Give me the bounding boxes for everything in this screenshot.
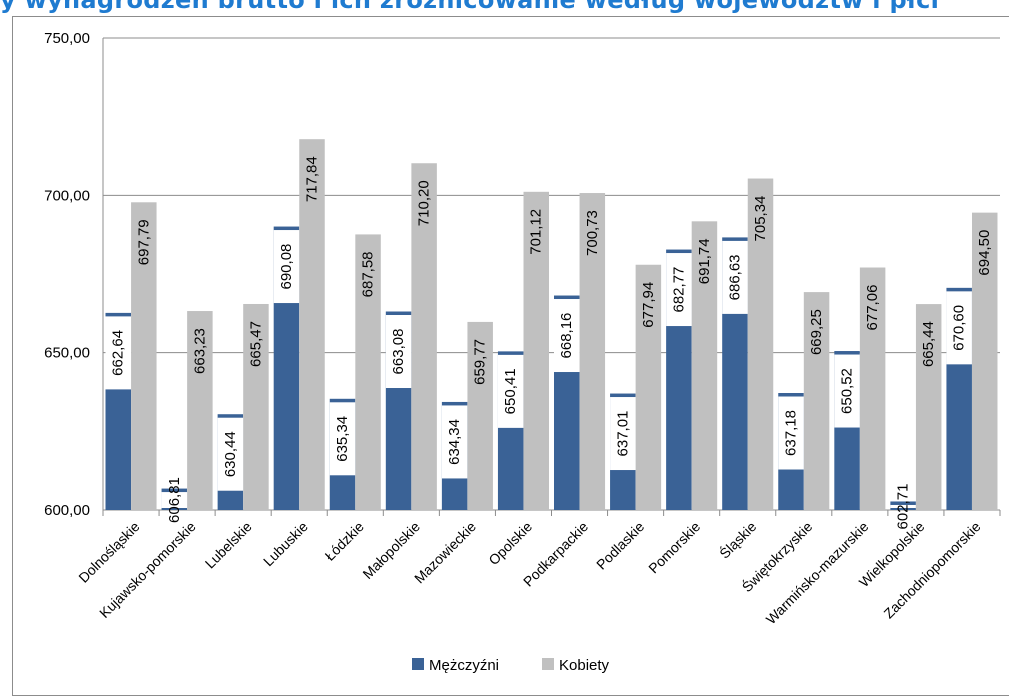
data-label-kobiety: 659,77 (472, 339, 489, 385)
data-label-box (497, 354, 524, 428)
title-strip: y wynagrodzeń brutto i ich zróżnicowanie… (0, 0, 1009, 16)
y-tick-label: 700,00 (44, 187, 90, 204)
legend-swatch-kobiety (542, 658, 554, 670)
category-label: Warmińsko-mazurskie (763, 518, 872, 627)
data-label-kobiety: 687,58 (360, 251, 377, 297)
y-tick-label: 650,00 (44, 345, 90, 362)
data-label-mezczyzni: 662,64 (110, 330, 127, 376)
data-label-kobiety: 665,44 (920, 321, 937, 367)
category-label: Śląskie (715, 517, 759, 561)
data-label-kobiety: 694,50 (976, 230, 993, 276)
y-tick-label: 750,00 (44, 30, 90, 47)
data-label-kobiety: 677,06 (864, 285, 881, 331)
category-label: Łódzkie (321, 518, 367, 564)
bar-kobiety (691, 221, 718, 510)
data-label-box (890, 504, 916, 508)
data-label-kobiety: 705,34 (752, 196, 769, 242)
data-label-box (778, 396, 804, 470)
data-label-box (105, 316, 131, 390)
bar-kobiety (972, 212, 998, 510)
legend-label-kobiety: Kobiety (559, 657, 610, 674)
y-tick-label: 600,00 (44, 502, 90, 519)
data-label-kobiety: 710,20 (416, 180, 433, 226)
legend-swatch-mezczyzni (412, 658, 424, 670)
data-label-box (329, 402, 356, 476)
data-label-mezczyzni: 663,08 (390, 329, 407, 375)
data-label-mezczyzni: 650,52 (839, 368, 856, 414)
data-label-kobiety: 700,73 (584, 210, 601, 256)
data-label-kobiety: 669,25 (808, 309, 825, 355)
data-label-box (161, 492, 188, 508)
data-label-kobiety: 691,74 (696, 238, 713, 284)
data-label-mezczyzni: 686,63 (726, 254, 743, 300)
data-label-box (385, 315, 412, 389)
bar-kobiety (915, 304, 942, 510)
data-label-mezczyzni: 602,71 (895, 484, 912, 530)
chart-title: y wynagrodzeń brutto i ich zróżnicowanie… (0, 0, 940, 14)
bar-kobiety (131, 202, 157, 510)
data-label-kobiety: 717,84 (304, 156, 321, 202)
bar-kobiety (635, 264, 662, 510)
data-label-kobiety: 697,79 (135, 219, 152, 265)
bar-kobiety (523, 191, 549, 510)
bar-kobiety (299, 139, 325, 511)
bar-kobiety (187, 311, 213, 510)
data-label-mezczyzni: 690,08 (278, 244, 295, 290)
bar-kobiety (411, 163, 437, 510)
data-label-box (554, 299, 580, 373)
data-label-box (722, 240, 748, 314)
bar-kobiety (803, 292, 830, 510)
data-label-box (666, 253, 692, 327)
bar-kobiety (243, 303, 269, 510)
data-label-mezczyzni: 670,60 (951, 305, 968, 351)
category-label: Opolskie (485, 518, 535, 568)
legend-label-mezczyzni: Mężczyźni (429, 657, 499, 674)
category-label: Kujawsko-pomorskie (96, 518, 199, 621)
data-label-box (441, 405, 468, 479)
data-label-mezczyzni: 635,34 (334, 416, 351, 462)
category-label: Podlaskie (593, 518, 647, 572)
category-label: Zachodniopomorskie (880, 518, 983, 621)
data-label-mezczyzni: 668,16 (558, 313, 575, 359)
data-label-mezczyzni: 634,34 (446, 419, 463, 465)
data-label-box (946, 291, 972, 365)
category-label: Lubelskie (202, 518, 255, 571)
data-label-box (834, 354, 860, 428)
data-label-box (217, 417, 244, 491)
data-label-mezczyzni: 637,01 (614, 411, 631, 457)
bar-kobiety (579, 193, 606, 511)
bar-kobiety (747, 178, 774, 510)
data-label-mezczyzni: 682,77 (670, 267, 687, 313)
data-label-box (610, 397, 636, 471)
bar-kobiety (467, 321, 493, 510)
data-label-kobiety: 677,94 (640, 282, 657, 328)
data-label-mezczyzni: 630,44 (222, 431, 239, 477)
category-label: Pomorskie (645, 518, 703, 576)
data-label-kobiety: 665,47 (247, 321, 264, 367)
data-label-kobiety: 663,23 (191, 328, 208, 374)
data-label-mezczyzni: 606,81 (166, 477, 183, 523)
bar-kobiety (355, 234, 381, 511)
data-label-box (273, 230, 300, 304)
data-label-mezczyzni: 637,18 (783, 410, 800, 456)
category-label: Lubuskie (260, 518, 311, 569)
bar-kobiety (859, 267, 886, 510)
data-label-kobiety: 701,12 (528, 209, 545, 255)
data-label-mezczyzni: 650,41 (502, 368, 519, 414)
